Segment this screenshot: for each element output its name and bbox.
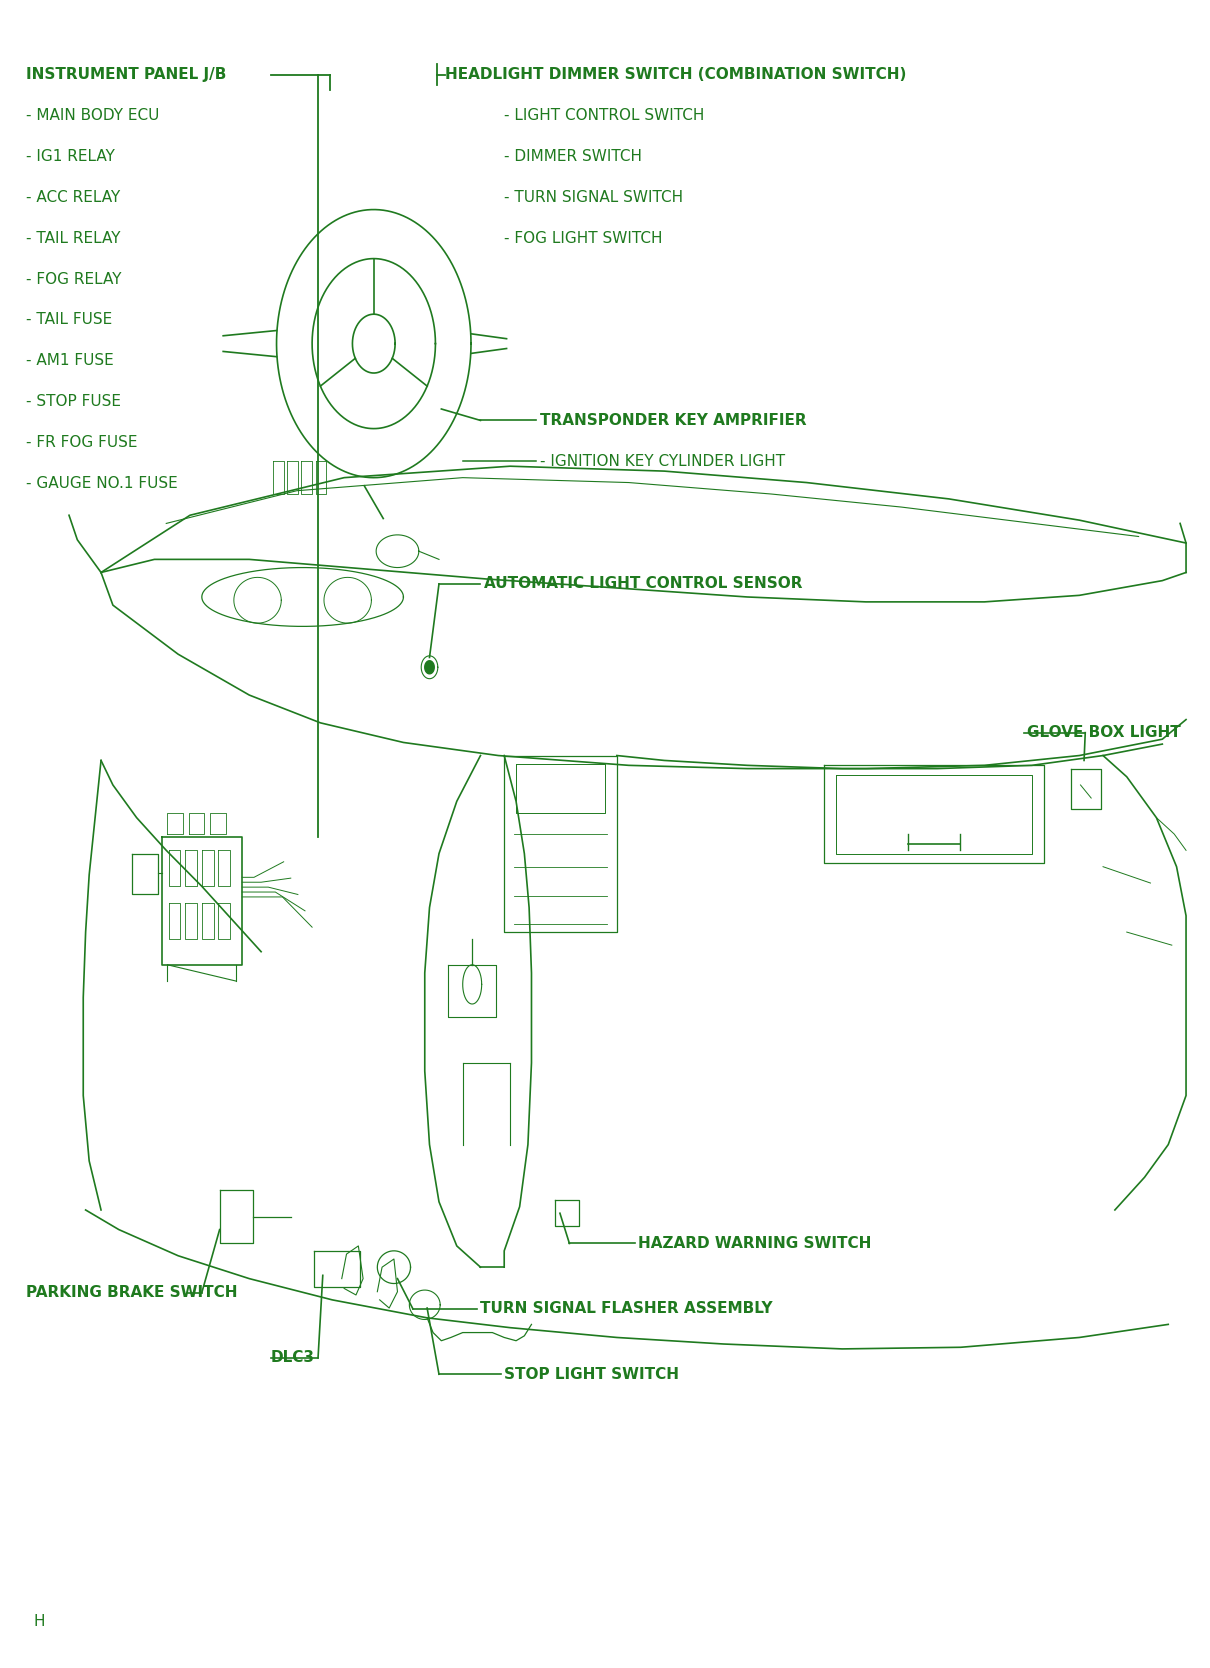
Text: - ACC RELAY: - ACC RELAY bbox=[27, 190, 121, 205]
Text: STOP LIGHT SWITCH: STOP LIGHT SWITCH bbox=[505, 1366, 679, 1381]
Text: DLC3: DLC3 bbox=[271, 1351, 315, 1366]
Text: - LIGHT CONTROL SWITCH: - LIGHT CONTROL SWITCH bbox=[505, 108, 704, 123]
Text: HAZARD WARNING SWITCH: HAZARD WARNING SWITCH bbox=[638, 1236, 871, 1251]
Text: - DIMMER SWITCH: - DIMMER SWITCH bbox=[505, 148, 643, 163]
Text: AUTOMATIC LIGHT CONTROL SENSOR: AUTOMATIC LIGHT CONTROL SENSOR bbox=[484, 577, 802, 592]
Text: - TURN SIGNAL SWITCH: - TURN SIGNAL SWITCH bbox=[505, 190, 684, 205]
Text: - AM1 FUSE: - AM1 FUSE bbox=[27, 354, 114, 369]
Text: - IGNITION KEY CYLINDER LIGHT: - IGNITION KEY CYLINDER LIGHT bbox=[540, 454, 785, 469]
Polygon shape bbox=[425, 661, 434, 674]
Text: - STOP FUSE: - STOP FUSE bbox=[27, 394, 121, 409]
Text: H: H bbox=[34, 1615, 45, 1630]
Text: GLOVE BOX LIGHT: GLOVE BOX LIGHT bbox=[1027, 726, 1181, 741]
Text: - MAIN BODY ECU: - MAIN BODY ECU bbox=[27, 108, 160, 123]
Text: INSTRUMENT PANEL J/B: INSTRUMENT PANEL J/B bbox=[27, 67, 226, 82]
Text: - TAIL FUSE: - TAIL FUSE bbox=[27, 312, 113, 327]
Text: TRANSPONDER KEY AMPRIFIER: TRANSPONDER KEY AMPRIFIER bbox=[540, 414, 806, 429]
Text: TURN SIGNAL FLASHER ASSEMBLY: TURN SIGNAL FLASHER ASSEMBLY bbox=[480, 1301, 773, 1316]
Text: - FOG LIGHT SWITCH: - FOG LIGHT SWITCH bbox=[505, 230, 663, 245]
Text: - FR FOG FUSE: - FR FOG FUSE bbox=[27, 435, 138, 450]
Text: - IG1 RELAY: - IG1 RELAY bbox=[27, 148, 115, 163]
Text: HEADLIGHT DIMMER SWITCH (COMBINATION SWITCH): HEADLIGHT DIMMER SWITCH (COMBINATION SWI… bbox=[445, 67, 906, 82]
Text: PARKING BRAKE SWITCH: PARKING BRAKE SWITCH bbox=[27, 1284, 238, 1299]
Text: - FOG RELAY: - FOG RELAY bbox=[27, 272, 122, 287]
Text: - TAIL RELAY: - TAIL RELAY bbox=[27, 230, 121, 245]
Text: - GAUGE NO.1 FUSE: - GAUGE NO.1 FUSE bbox=[27, 475, 178, 490]
